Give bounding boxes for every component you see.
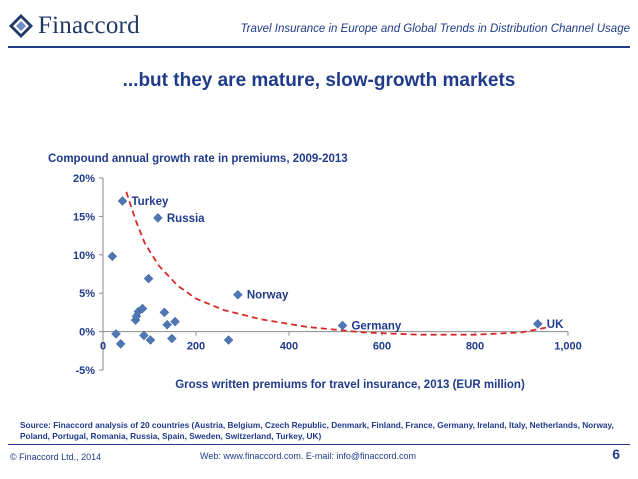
contact-info: Web: www.finaccord.com. E-mail: info@fin… [200, 451, 417, 461]
data-point [143, 273, 154, 284]
document-title: Travel Insurance in Europe and Global Tr… [240, 23, 630, 35]
data-point [145, 335, 156, 345]
logo: Finaccord [8, 12, 140, 40]
x-tick-label: 1,000 [554, 341, 582, 353]
header-divider [8, 46, 630, 48]
data-point [111, 329, 121, 339]
trendline [125, 191, 550, 336]
data-point [153, 213, 163, 223]
data-point [170, 316, 180, 327]
data-point [159, 307, 170, 318]
x-tick-label: 200 [187, 341, 205, 353]
data-point [337, 320, 348, 331]
y-tick-label: 15% [73, 211, 95, 223]
finaccord-logo-icon [9, 14, 33, 38]
logo-text: Finaccord [38, 12, 140, 39]
header: Finaccord Travel Insurance in Europe and… [0, 0, 638, 56]
slide-title: ...but they are mature, slow-growth mark… [122, 70, 516, 91]
data-label: UK [547, 319, 564, 331]
page-number: 6 [612, 446, 620, 462]
data-point [107, 251, 118, 262]
source-note: Source: Finaccord analysis of 20 countri… [20, 420, 614, 441]
x-tick-label: 400 [280, 341, 298, 353]
x-tick-label: 0 [100, 341, 106, 353]
y-tick-label: 0% [79, 327, 95, 339]
data-point [166, 333, 177, 344]
data-point [532, 319, 543, 329]
y-tick-label: 10% [73, 250, 95, 262]
data-label: Norway [247, 290, 289, 302]
data-point [232, 289, 243, 300]
data-point [117, 196, 128, 206]
data-point [115, 339, 126, 349]
y-tick-label: 5% [79, 288, 95, 300]
data-point [223, 335, 234, 345]
data-point [162, 319, 173, 330]
data-point [137, 303, 148, 314]
y-tick-label: 20% [73, 173, 95, 185]
x-tick-label: 600 [373, 341, 391, 353]
data-label: Turkey [132, 196, 169, 208]
data-label: Germany [351, 320, 401, 332]
chart-title: Compound annual growth rate in premiums,… [48, 153, 348, 165]
x-axis-label: Gross written premiums for travel insura… [175, 379, 525, 391]
x-tick-label: 800 [466, 341, 484, 353]
data-point [139, 330, 149, 341]
data-label: Russia [167, 213, 205, 225]
y-tick-label: -5% [75, 365, 95, 377]
copyright: © Finaccord Ltd., 2014 [10, 452, 102, 462]
footer-divider [8, 444, 630, 445]
